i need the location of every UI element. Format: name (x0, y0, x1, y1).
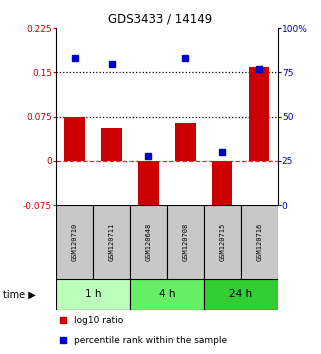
Bar (167, 205, 204, 279)
Bar (56, 279, 130, 310)
Bar (204, 205, 241, 279)
Bar (212, 161, 232, 214)
Bar (130, 205, 167, 279)
Text: time ▶: time ▶ (3, 289, 36, 299)
Text: percentile rank within the sample: percentile rank within the sample (74, 336, 227, 345)
Bar (175, 122, 195, 161)
Bar (101, 129, 122, 161)
Text: GSM120711: GSM120711 (108, 223, 115, 261)
Text: GSM120710: GSM120710 (72, 223, 78, 261)
Text: 24 h: 24 h (229, 289, 252, 299)
Text: GSM120716: GSM120716 (256, 223, 262, 261)
Bar (130, 279, 204, 310)
Bar (56, 205, 93, 279)
Bar (204, 279, 278, 310)
Bar (249, 67, 269, 161)
Text: 4 h: 4 h (159, 289, 175, 299)
Text: GSM120648: GSM120648 (145, 223, 152, 261)
Text: log10 ratio: log10 ratio (74, 315, 123, 325)
Bar (93, 205, 130, 279)
Bar (138, 161, 159, 217)
Text: GSM120708: GSM120708 (182, 223, 188, 261)
Text: GSM120715: GSM120715 (219, 223, 225, 261)
Text: GDS3433 / 14149: GDS3433 / 14149 (108, 12, 213, 25)
Bar (241, 205, 278, 279)
Text: 1 h: 1 h (85, 289, 101, 299)
Bar (65, 117, 85, 161)
